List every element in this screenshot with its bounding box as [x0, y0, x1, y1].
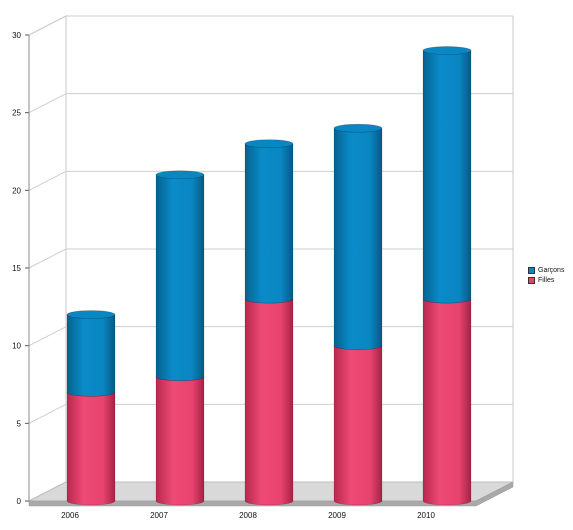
bar-garcons-2007 [155, 174, 205, 381]
bar-filles-2010 [422, 298, 472, 506]
bar-stack-2006 [66, 310, 116, 506]
bar-top-garcons-2009 [333, 123, 383, 133]
bar-stack-2009 [333, 123, 383, 506]
y-axis-ticks: 0 5 10 15 20 25 30 [12, 31, 30, 506]
legend-swatch-garcons [528, 266, 535, 274]
x-tick-label: 2008 [239, 511, 257, 520]
legend: Garçons Filles [528, 265, 564, 285]
legend-item-filles: Filles [528, 275, 564, 285]
bar-filles-2009 [333, 345, 383, 506]
bar-top-garcons-2007 [155, 170, 205, 180]
legend-label-garcons: Garçons [538, 266, 565, 274]
y-tick-label: 30 [12, 31, 21, 40]
y-tick-label: 0 [17, 497, 22, 506]
bar-garcons-2010 [422, 50, 472, 304]
y-tick-label: 20 [12, 186, 21, 195]
gridline-side [28, 15, 67, 36]
gridline-side [28, 403, 67, 424]
y-tick-label: 15 [12, 264, 21, 273]
gridline-side [28, 248, 67, 269]
bar-filles-2007 [155, 376, 205, 506]
bar-filles-2008 [244, 298, 294, 506]
bar-garcons-2008 [244, 143, 294, 304]
y-tick-label: 25 [12, 109, 21, 118]
bars [66, 46, 472, 506]
x-tick-label: 2007 [150, 511, 168, 520]
y-tick-label: 10 [12, 342, 21, 351]
bar-stack-2010 [422, 46, 472, 506]
x-axis-ticks: 2006 2007 2008 2009 2010 [61, 511, 435, 520]
legend-swatch-filles [528, 276, 535, 284]
gridline-side [28, 170, 67, 191]
x-tick-label: 2006 [61, 511, 79, 520]
legend-label-filles: Filles [538, 276, 555, 284]
legend-item-garcons: Garçons [528, 265, 564, 275]
bar-garcons-2009 [333, 127, 383, 350]
bar-filles-2006 [66, 392, 116, 506]
bar-garcons-2006 [66, 314, 116, 397]
bar-stack-2007 [155, 170, 205, 506]
bar-top-garcons-2010 [422, 46, 472, 55]
bar-stack-2008 [244, 139, 294, 506]
bar-top-garcons-2006 [66, 310, 116, 319]
gridline-side [28, 326, 67, 347]
gridline-side [28, 93, 67, 114]
y-tick-label: 5 [17, 419, 22, 428]
x-tick-label: 2010 [417, 511, 435, 520]
bar-top-garcons-2008 [244, 139, 294, 149]
x-tick-label: 2009 [328, 511, 346, 520]
